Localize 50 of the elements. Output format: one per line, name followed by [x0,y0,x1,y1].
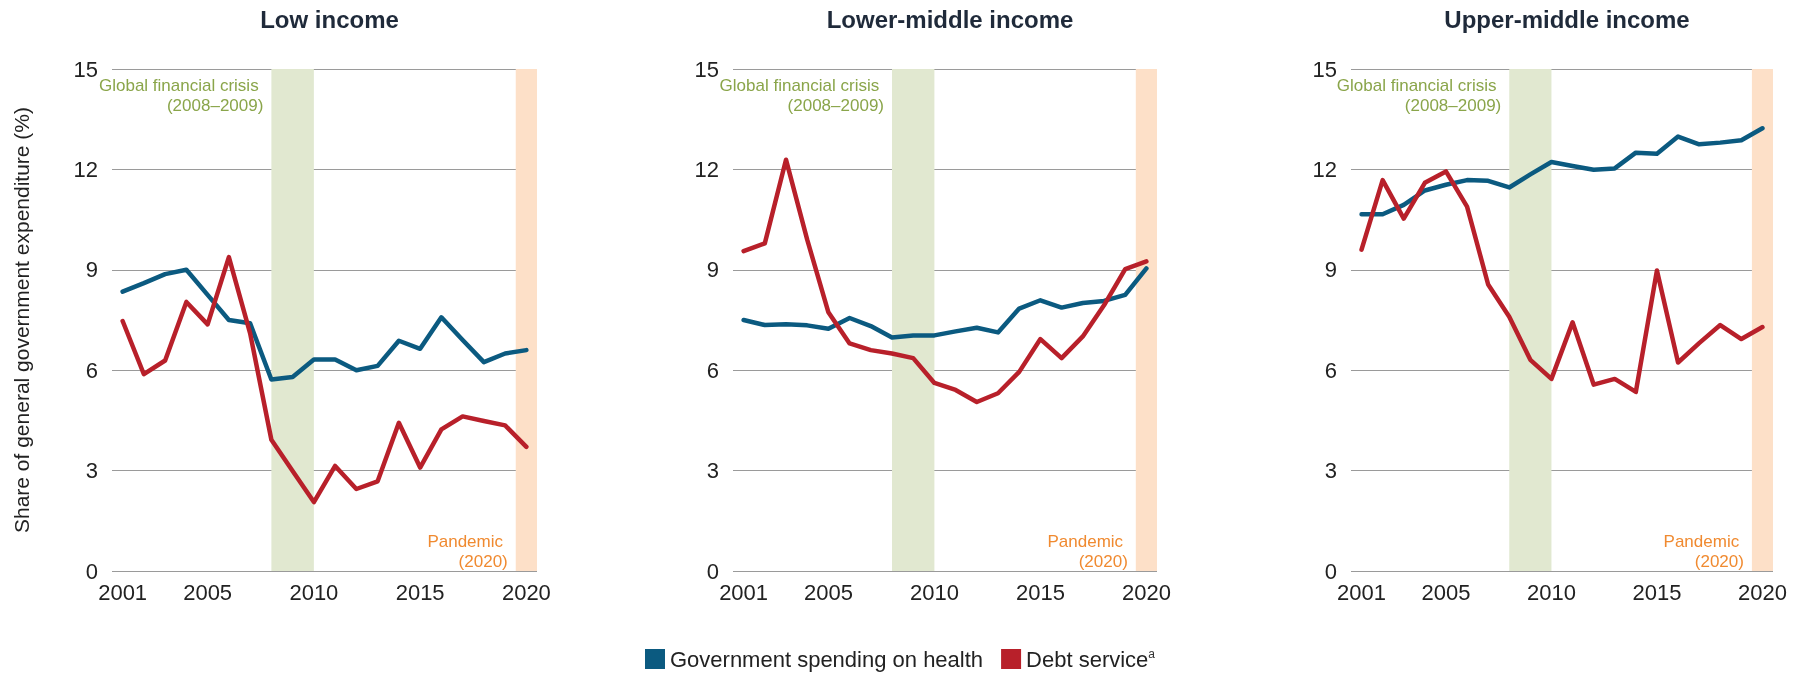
x-tick-label: 2001 [1337,579,1387,605]
x-tick-label: 2015 [395,579,445,605]
line-series [120,254,529,505]
band-label: Global financial crisis (2008–2009) [98,75,264,115]
y-axis-title: Share of general government expenditure (%) [10,106,33,534]
x-tick-label: 2020 [1121,579,1171,605]
band-label: Global financial crisis (2008–2009) [719,75,884,115]
x-tick-label: 2015 [1632,579,1682,605]
line-series [120,267,529,382]
y-tick-label: 12 [694,156,719,182]
legend-label: Government spending on health [669,646,984,672]
y-tick-label: 15 [1312,56,1337,82]
band-label: Global financial crisis (2008–2009) [1336,75,1502,115]
y-tick-label: 3 [706,458,719,484]
x-tick-label: 2005 [803,579,853,605]
y-tick-label: 6 [1324,357,1337,383]
y-tick-label: 0 [1324,558,1337,584]
y-tick-label: 12 [73,156,98,182]
y-tick-label: 0 [85,558,98,584]
x-tick-label: 2005 [183,579,233,605]
y-tick-label: 15 [694,56,719,82]
x-tick-label: 2005 [1421,579,1471,605]
chart-title: Low income [260,5,399,33]
y-tick-label: 6 [85,357,98,383]
x-tick-label: 2001 [719,579,769,605]
x-tick-label: 2001 [98,579,148,605]
y-tick-label: 6 [706,357,719,383]
band-label: Pandemic (2020) [1663,531,1744,571]
y-tick-label: 9 [1324,257,1337,283]
band-label: Pandemic (2020) [427,531,508,571]
y-tick-label: 3 [85,458,98,484]
y-tick-label: 15 [73,56,98,82]
x-tick-label: 2020 [501,579,551,605]
x-tick-label: 2010 [1526,579,1576,605]
line-series [1359,125,1765,217]
band-label: Pandemic (2020) [1047,531,1128,571]
chart-title: Upper-middle income [1444,5,1690,33]
y-tick-label: 12 [1312,156,1337,182]
line-series [741,266,1149,340]
line-series [741,157,1149,405]
x-tick-label: 2020 [1737,579,1787,605]
y-tick-label: 0 [706,558,719,584]
chart-title: Lower-middle income [826,5,1074,33]
y-tick-label: 9 [85,257,98,283]
line-series [1359,169,1765,395]
x-tick-label: 2010 [289,579,339,605]
x-tick-label: 2015 [1015,579,1065,605]
y-tick-label: 3 [1324,458,1337,484]
x-tick-label: 2010 [909,579,959,605]
y-tick-label: 9 [706,257,719,283]
